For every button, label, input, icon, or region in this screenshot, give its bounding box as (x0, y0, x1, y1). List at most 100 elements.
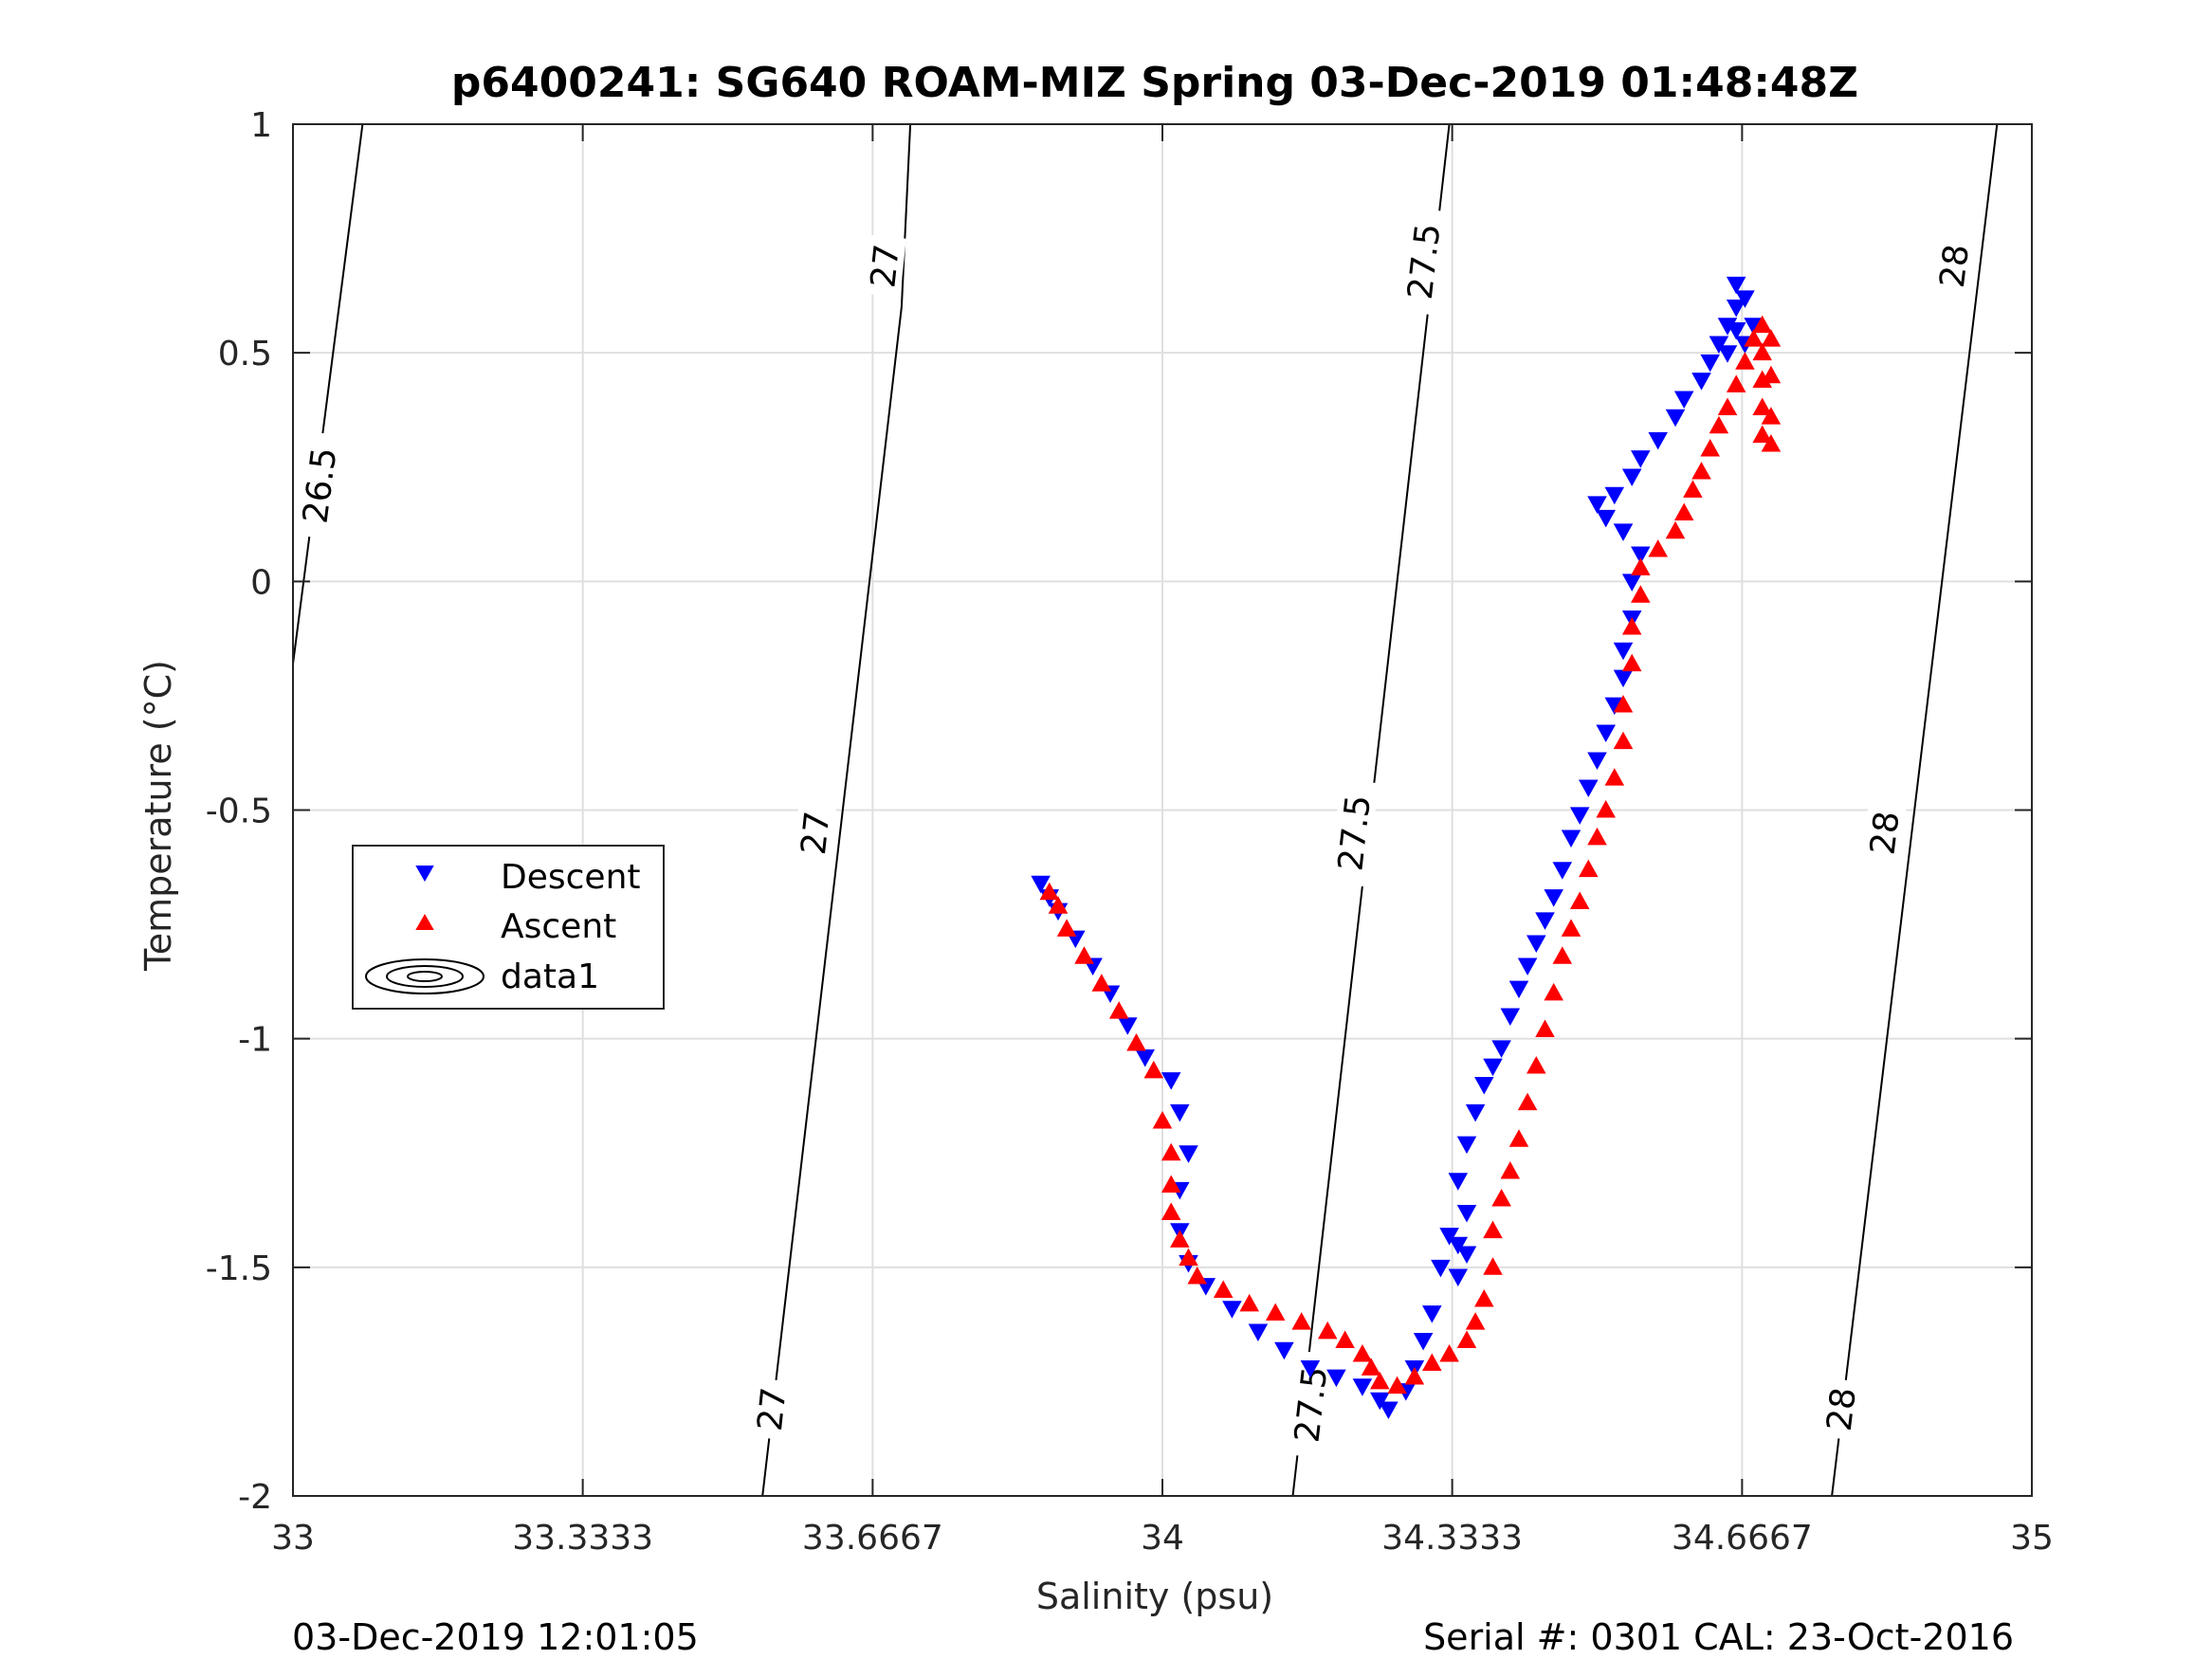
ascent-point (1361, 1358, 1381, 1376)
footer-timestamp: 03-Dec-2019 12:01:05 (292, 1616, 699, 1658)
descent-point (1596, 509, 1616, 528)
descent-point (1665, 409, 1686, 428)
ascent-point (1056, 919, 1077, 937)
descent-point (1508, 980, 1529, 999)
contour-label-bg (862, 234, 906, 298)
x-axis-ticks: 33 33.3333 33.6667 34 34.3333 34.6667 35 (271, 124, 2054, 1558)
descent-point (1500, 1008, 1521, 1027)
contour-label-bg (793, 801, 837, 865)
y-tick-label: -0.5 (206, 793, 272, 831)
descent-point (1222, 1301, 1242, 1319)
y-tick-label: -1 (238, 1021, 272, 1060)
descent-point (1170, 1103, 1190, 1122)
legend-contour-label: data1 (501, 957, 599, 996)
contour-label-text: 27 (864, 243, 907, 290)
ascent-point (1074, 946, 1094, 964)
ascent-point (1126, 1032, 1146, 1051)
descent-point (1179, 1145, 1198, 1163)
ascent-point (1726, 374, 1746, 392)
descent-point (1691, 373, 1711, 391)
ascent-point (1621, 617, 1642, 635)
descent-point (1544, 889, 1563, 907)
contour-label-text: 28 (1933, 242, 1977, 289)
descent-point (1474, 1076, 1494, 1095)
ascent-point (1673, 502, 1694, 520)
ascent-point (1752, 397, 1772, 415)
ascent-point (1048, 896, 1069, 914)
descent-point (1552, 862, 1573, 880)
x-tick-label: 33.6667 (802, 1519, 943, 1558)
ascent-point (1535, 1019, 1555, 1037)
ascent-point (1621, 653, 1642, 672)
descent-point (1535, 912, 1555, 930)
ascent-point (1683, 480, 1703, 498)
y-axis-label: Temperature (°C) (137, 660, 179, 972)
descent-point (1431, 1259, 1451, 1278)
footer-serial-cal: Serial #: 0301 CAL: 23-Oct-2016 (1423, 1616, 2014, 1658)
descent-point (1709, 336, 1729, 355)
x-tick-label: 34 (1141, 1519, 1184, 1558)
descent-point (1448, 1236, 1469, 1255)
descent-point (1631, 450, 1651, 468)
ascent-point (1691, 462, 1711, 480)
contour-label: 28 (1930, 234, 1977, 298)
legend-ascent-marker (415, 913, 434, 930)
descent-point (1726, 299, 1746, 318)
ascent-series (1039, 315, 1782, 1395)
ascent-point (1370, 1371, 1390, 1390)
descent-point (1370, 1392, 1390, 1411)
ascent-point (1483, 1220, 1503, 1239)
descent-point (1717, 345, 1738, 363)
y-tick-label: 0 (250, 563, 272, 602)
ascent-point (1613, 695, 1634, 713)
y-tick-label: 0.5 (218, 335, 272, 374)
contour-label-text: 27 (795, 810, 838, 857)
legend-box (352, 845, 665, 1010)
legend: Descent Ascent data1 (352, 845, 665, 1010)
ascent-point (1526, 1056, 1546, 1074)
isopycnal-line (1831, 124, 1999, 1496)
x-axis-label: Salinity (psu) (1036, 1576, 1273, 1617)
descent-point (1613, 642, 1634, 661)
ascent-point (1422, 1353, 1442, 1372)
ascent-point (1152, 1110, 1173, 1129)
descent-point (1613, 523, 1634, 541)
descent-point (1379, 1401, 1398, 1419)
contour-label-text: 28 (1820, 1385, 1864, 1432)
descent-point (1300, 1359, 1321, 1378)
ascent-point (1404, 1367, 1425, 1385)
contour-label-text: 27.5 (1331, 793, 1379, 873)
ascent-point (1752, 342, 1772, 361)
contour-label-bg (1930, 234, 1977, 298)
ascent-point (1761, 434, 1782, 452)
ascent-point (1744, 329, 1764, 347)
ascent-point (1613, 731, 1634, 750)
x-tick-label: 34.6667 (1672, 1519, 1813, 1558)
descent-point (1413, 1333, 1434, 1351)
ascent-point (1717, 397, 1738, 415)
descent-point (1604, 486, 1625, 505)
descent-point (1673, 391, 1694, 409)
x-tick-label: 35 (2010, 1519, 2054, 1558)
contour-label: 27.5 (1285, 1350, 1335, 1459)
ascent-point (1483, 1257, 1503, 1275)
ascent-point (1161, 1202, 1181, 1220)
x-tick-label: 34.3333 (1381, 1519, 1523, 1558)
ascent-point (1439, 1343, 1459, 1362)
y-axis-ticks: -2 -1.5 -1 -0.5 0 0.5 1 (206, 106, 2032, 1517)
contour-label: 26.5 (293, 430, 345, 540)
descent-point (1456, 1136, 1477, 1155)
contour-label-bg (1285, 1350, 1335, 1459)
descent-point (1448, 1268, 1469, 1287)
contour-label-bg (749, 1377, 794, 1441)
ascent-point (1143, 1060, 1164, 1079)
ascent-point (1265, 1303, 1286, 1322)
ascent-point (1187, 1266, 1207, 1285)
ascent-point (1108, 1001, 1129, 1019)
ascent-point (1491, 1188, 1511, 1207)
ascent-point (1456, 1330, 1477, 1348)
ascent-point (1631, 585, 1651, 603)
contour-label-bg (293, 430, 345, 540)
ascent-point (1291, 1312, 1311, 1330)
